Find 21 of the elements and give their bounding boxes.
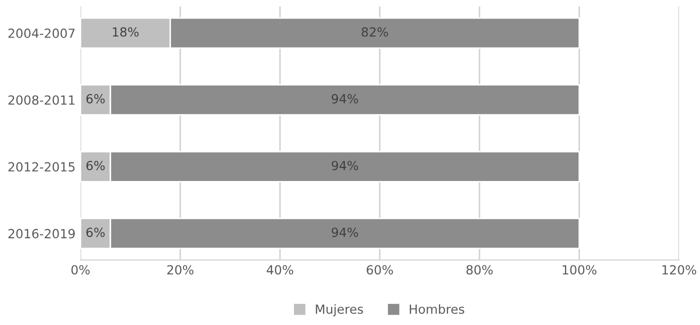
- y-tick-label: 2004-2007: [8, 28, 75, 38]
- data-label: 94%: [332, 160, 358, 170]
- y-tick-label: 2016-2019: [8, 228, 75, 238]
- y-tick-label: 2012-2015: [8, 162, 75, 172]
- data-label: 18%: [112, 27, 139, 37]
- data-label: 82%: [362, 27, 388, 37]
- x-tick-label: 0%: [71, 265, 90, 275]
- data-label: 6%: [86, 94, 105, 104]
- legend-label: Mujeres: [316, 304, 363, 316]
- x-tick-label: 100%: [562, 265, 596, 275]
- x-tick-label: 20%: [167, 265, 194, 275]
- x-tick-label: 80%: [466, 265, 493, 275]
- y-tick-label: 2008-2011: [8, 95, 74, 105]
- data-label: 94%: [332, 94, 358, 104]
- x-tick-label: 60%: [366, 265, 393, 275]
- x-tick-label: 40%: [266, 265, 294, 275]
- legend-label: Hombres: [410, 304, 464, 314]
- data-label: 6%: [86, 160, 105, 170]
- data-label: 6%: [86, 228, 105, 238]
- x-tick-label: 120%: [662, 265, 696, 275]
- data-label: 94%: [332, 228, 358, 238]
